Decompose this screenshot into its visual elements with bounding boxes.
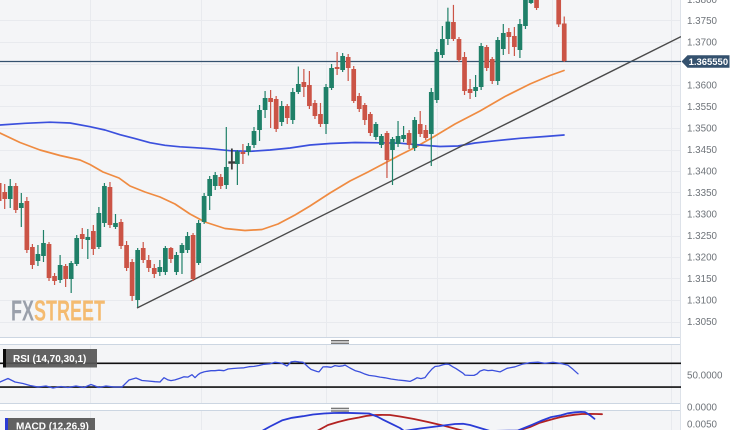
svg-text:FXSTREET: FXSTREET <box>11 296 105 328</box>
svg-text:50.0000: 50.0000 <box>687 371 723 382</box>
svg-text:0.0050: 0.0050 <box>687 420 718 430</box>
svg-text:1.3150: 1.3150 <box>687 274 718 285</box>
svg-text:1.3400: 1.3400 <box>687 166 718 177</box>
svg-text:RSI (14,70,30,1): RSI (14,70,30,1) <box>13 354 86 365</box>
svg-text:1.3550: 1.3550 <box>687 102 718 113</box>
svg-text:1.3100: 1.3100 <box>687 295 718 306</box>
svg-text:1.3750: 1.3750 <box>687 16 718 27</box>
svg-text:1.3800: 1.3800 <box>687 0 718 6</box>
svg-text:1.3600: 1.3600 <box>687 80 718 91</box>
svg-text:0.0000: 0.0000 <box>687 402 718 413</box>
svg-text:1.3350: 1.3350 <box>687 188 718 199</box>
svg-text:1.3250: 1.3250 <box>687 231 718 242</box>
svg-text:1.3200: 1.3200 <box>687 252 718 263</box>
svg-text:1.3050: 1.3050 <box>687 317 718 328</box>
svg-text:1.3700: 1.3700 <box>687 37 718 48</box>
svg-text:1.3500: 1.3500 <box>687 123 718 134</box>
svg-text:1.365550: 1.365550 <box>689 57 729 67</box>
svg-text:1.3300: 1.3300 <box>687 209 718 220</box>
svg-text:1.3450: 1.3450 <box>687 145 718 156</box>
svg-text:MACD (12,26,9): MACD (12,26,9) <box>16 422 89 431</box>
